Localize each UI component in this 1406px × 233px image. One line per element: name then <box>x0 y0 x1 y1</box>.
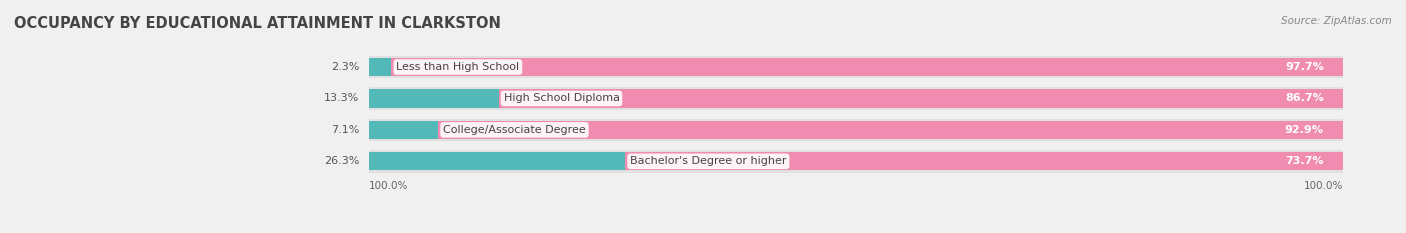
Bar <box>370 89 499 108</box>
Text: 100.0%: 100.0% <box>1303 181 1343 191</box>
Bar <box>370 152 626 170</box>
Text: OCCUPANCY BY EDUCATIONAL ATTAINMENT IN CLARKSTON: OCCUPANCY BY EDUCATIONAL ATTAINMENT IN C… <box>14 16 501 31</box>
Text: 26.3%: 26.3% <box>323 156 360 166</box>
Text: 2.3%: 2.3% <box>330 62 360 72</box>
Bar <box>439 121 1343 139</box>
Bar <box>370 56 1343 78</box>
Text: 73.7%: 73.7% <box>1285 156 1324 166</box>
Bar <box>370 58 391 76</box>
Text: Less than High School: Less than High School <box>396 62 519 72</box>
Bar <box>626 152 1343 170</box>
Text: 7.1%: 7.1% <box>330 125 360 135</box>
Text: 86.7%: 86.7% <box>1285 93 1324 103</box>
Bar <box>370 150 1343 173</box>
Bar <box>370 119 1343 141</box>
Legend: Owner-occupied, Renter-occupied: Owner-occupied, Renter-occupied <box>758 231 990 233</box>
Bar <box>370 121 439 139</box>
Text: 100.0%: 100.0% <box>370 181 409 191</box>
Text: Bachelor's Degree or higher: Bachelor's Degree or higher <box>630 156 786 166</box>
Bar <box>391 58 1343 76</box>
Text: Source: ZipAtlas.com: Source: ZipAtlas.com <box>1281 16 1392 26</box>
Text: College/Associate Degree: College/Associate Degree <box>443 125 586 135</box>
Text: 13.3%: 13.3% <box>325 93 360 103</box>
Bar <box>499 89 1343 108</box>
Text: 97.7%: 97.7% <box>1285 62 1324 72</box>
Text: High School Diploma: High School Diploma <box>503 93 620 103</box>
Bar <box>370 87 1343 110</box>
Text: 92.9%: 92.9% <box>1285 125 1324 135</box>
